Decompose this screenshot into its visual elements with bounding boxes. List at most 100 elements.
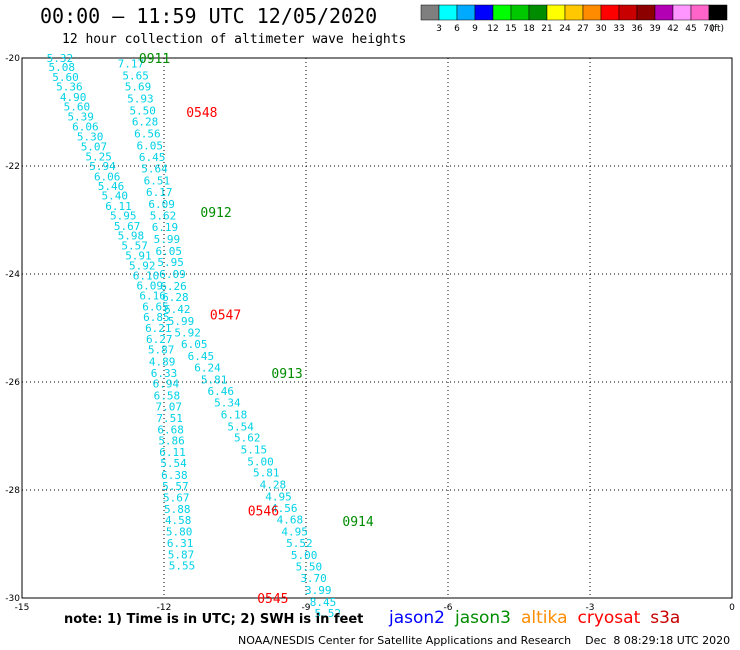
pass-time-label: 0913 — [271, 367, 302, 382]
colorbar-legend: 3 6 9 12 15 18 21 24 27 30 33 36 39 42 45 70(ft) — [420, 4, 728, 34]
wave-height-point: 6.46 — [208, 385, 235, 398]
wave-height-point: 5.52 — [315, 607, 342, 620]
wave-height-point: 5.40 — [102, 190, 129, 203]
colorbar-label: 33 — [613, 24, 624, 34]
wave-height-point: 6.45 — [139, 151, 166, 164]
wave-height-point: 5.60 — [52, 71, 79, 84]
wave-height-point: 5.30 — [77, 130, 104, 143]
wave-height-point: 6.56 — [134, 128, 161, 141]
chart-subtitle: 12 hour collection of altimeter wave hei… — [62, 32, 407, 47]
wave-height-point: 6.19 — [152, 221, 179, 234]
wave-height-point: 3.99 — [305, 584, 332, 597]
wave-height-point: 5.86 — [158, 434, 185, 447]
pass-time-label: 0545 — [257, 592, 288, 607]
satellite-legend-item: s3a — [650, 608, 681, 628]
x-tick-label: -9 — [302, 603, 311, 613]
wave-height-point: 5.52 — [286, 537, 313, 550]
wave-height-point: 5.95 — [157, 256, 184, 269]
wave-height-point: 5.81 — [253, 467, 280, 480]
wave-height-point: 6.09 — [159, 268, 186, 281]
wave-height-point: 5.92 — [129, 259, 156, 272]
wave-height-point: 5.39 — [67, 110, 94, 123]
pass-time-label: 0911 — [139, 52, 170, 67]
wave-height-point: 6.17 — [146, 186, 173, 199]
chart-title: 00:00 – 11:59 UTC 12/05/2020 — [40, 4, 378, 28]
satellite-legend-item: cryosat — [577, 608, 641, 628]
pass-time-label: 0546 — [248, 505, 279, 520]
wave-height-point: 5.34 — [214, 397, 241, 410]
y-tick-label: -30 — [5, 594, 20, 604]
wave-height-point: 4.95 — [265, 490, 292, 503]
wave-height-point: 5.08 — [49, 61, 76, 74]
wave-height-point: 6.58 — [154, 390, 181, 403]
wave-height-point: 5.54 — [227, 420, 254, 433]
wave-height-point: 5.60 — [64, 101, 91, 114]
wave-height-point: 6.51 — [144, 175, 171, 188]
wave-height-point: 5.88 — [164, 503, 191, 516]
wave-height-point: 5.94 — [89, 160, 116, 173]
wave-height-point: 4.68 — [277, 514, 304, 527]
wave-height-point: 5.67 — [163, 492, 190, 505]
colorbar-label: 3 — [436, 24, 442, 34]
wave-height-point: 5.93 — [127, 93, 154, 106]
wave-height-point: 5.50 — [129, 104, 156, 117]
wave-height-point: 5.87 — [148, 344, 175, 357]
wave-height-point: 5.92 — [174, 326, 201, 339]
wave-height-point: 5.67 — [114, 220, 141, 233]
wave-height-point: 6.06 — [94, 170, 121, 183]
colorbar-label: 18 — [523, 24, 535, 34]
wave-height-point: 7.51 — [156, 412, 183, 425]
wave-height-point: 4.28 — [260, 479, 287, 492]
wave-height-point: 6.33 — [151, 367, 178, 380]
wave-height-point: 6.09 — [137, 279, 164, 292]
wave-height-point: 5.00 — [247, 455, 274, 468]
footer-credit: NOAA/NESDIS Center for Satellite Applica… — [238, 634, 731, 647]
wave-height-point: 6.68 — [157, 424, 184, 437]
wave-height-point: 6.11 — [105, 200, 132, 213]
wave-height-point: 6.21 — [145, 322, 172, 335]
x-tick-label: -6 — [444, 603, 453, 613]
colorbar-unit: (ft) — [710, 24, 724, 34]
wave-height-point: 4.56 — [271, 502, 298, 515]
wave-height-point: 6.26 — [160, 280, 187, 293]
wave-height-point: 5.91 — [125, 250, 152, 263]
wave-height-point: 6.06 — [72, 121, 99, 134]
wave-height-point: 6.28 — [162, 291, 189, 304]
wave-height-point: 5.50 — [296, 561, 323, 574]
wave-height-point: 7.17 — [118, 57, 145, 70]
wave-height-point: 6.65 — [142, 300, 169, 313]
colorbar-label: 24 — [559, 24, 571, 34]
wave-height-point: 4.58 — [165, 514, 192, 527]
wave-height-point: 5.54 — [160, 457, 187, 470]
wave-height-point: 5.15 — [241, 444, 268, 457]
satellite-legend-item: jason2 — [389, 608, 445, 628]
y-tick-label: -20 — [5, 54, 20, 64]
wave-height-point: 6.05 — [181, 338, 208, 351]
colorbar-label: 39 — [649, 24, 661, 34]
wave-height-point: 6.45 — [188, 350, 215, 363]
colorbar-label: 6 — [454, 24, 460, 34]
pass-time-label: 0548 — [186, 106, 217, 121]
pass-time-label: 0547 — [210, 309, 241, 324]
x-tick-label: 0 — [729, 603, 735, 613]
colorbar-label: 45 — [685, 24, 696, 34]
colorbar-label: 27 — [577, 24, 588, 34]
satellite-legend-item: jason3 — [455, 608, 511, 628]
wave-height-point: 6.09 — [148, 198, 175, 211]
colorbar-label: 36 — [631, 24, 643, 34]
wave-height-point: 6.11 — [159, 446, 186, 459]
x-tick-label: -15 — [15, 603, 30, 613]
plot-frame — [21, 57, 733, 599]
wave-height-point: 6.27 — [146, 333, 173, 346]
colorbar-label: 9 — [472, 24, 478, 34]
pass-time-label: 0914 — [342, 515, 373, 530]
wave-height-point: 5.32 — [47, 52, 74, 65]
wave-height-point: 5.98 — [118, 230, 145, 243]
x-tick-label: -12 — [157, 603, 172, 613]
wave-height-point: 6.94 — [153, 378, 180, 391]
wave-height-point: 4.90 — [60, 91, 87, 104]
satellite-legend-item: altika — [521, 608, 568, 628]
satellite-legend: jason2 jason3 altika cryosat s3a — [389, 608, 690, 628]
colorbar-label: 42 — [667, 24, 678, 34]
wave-height-point: 3.70 — [300, 572, 327, 585]
